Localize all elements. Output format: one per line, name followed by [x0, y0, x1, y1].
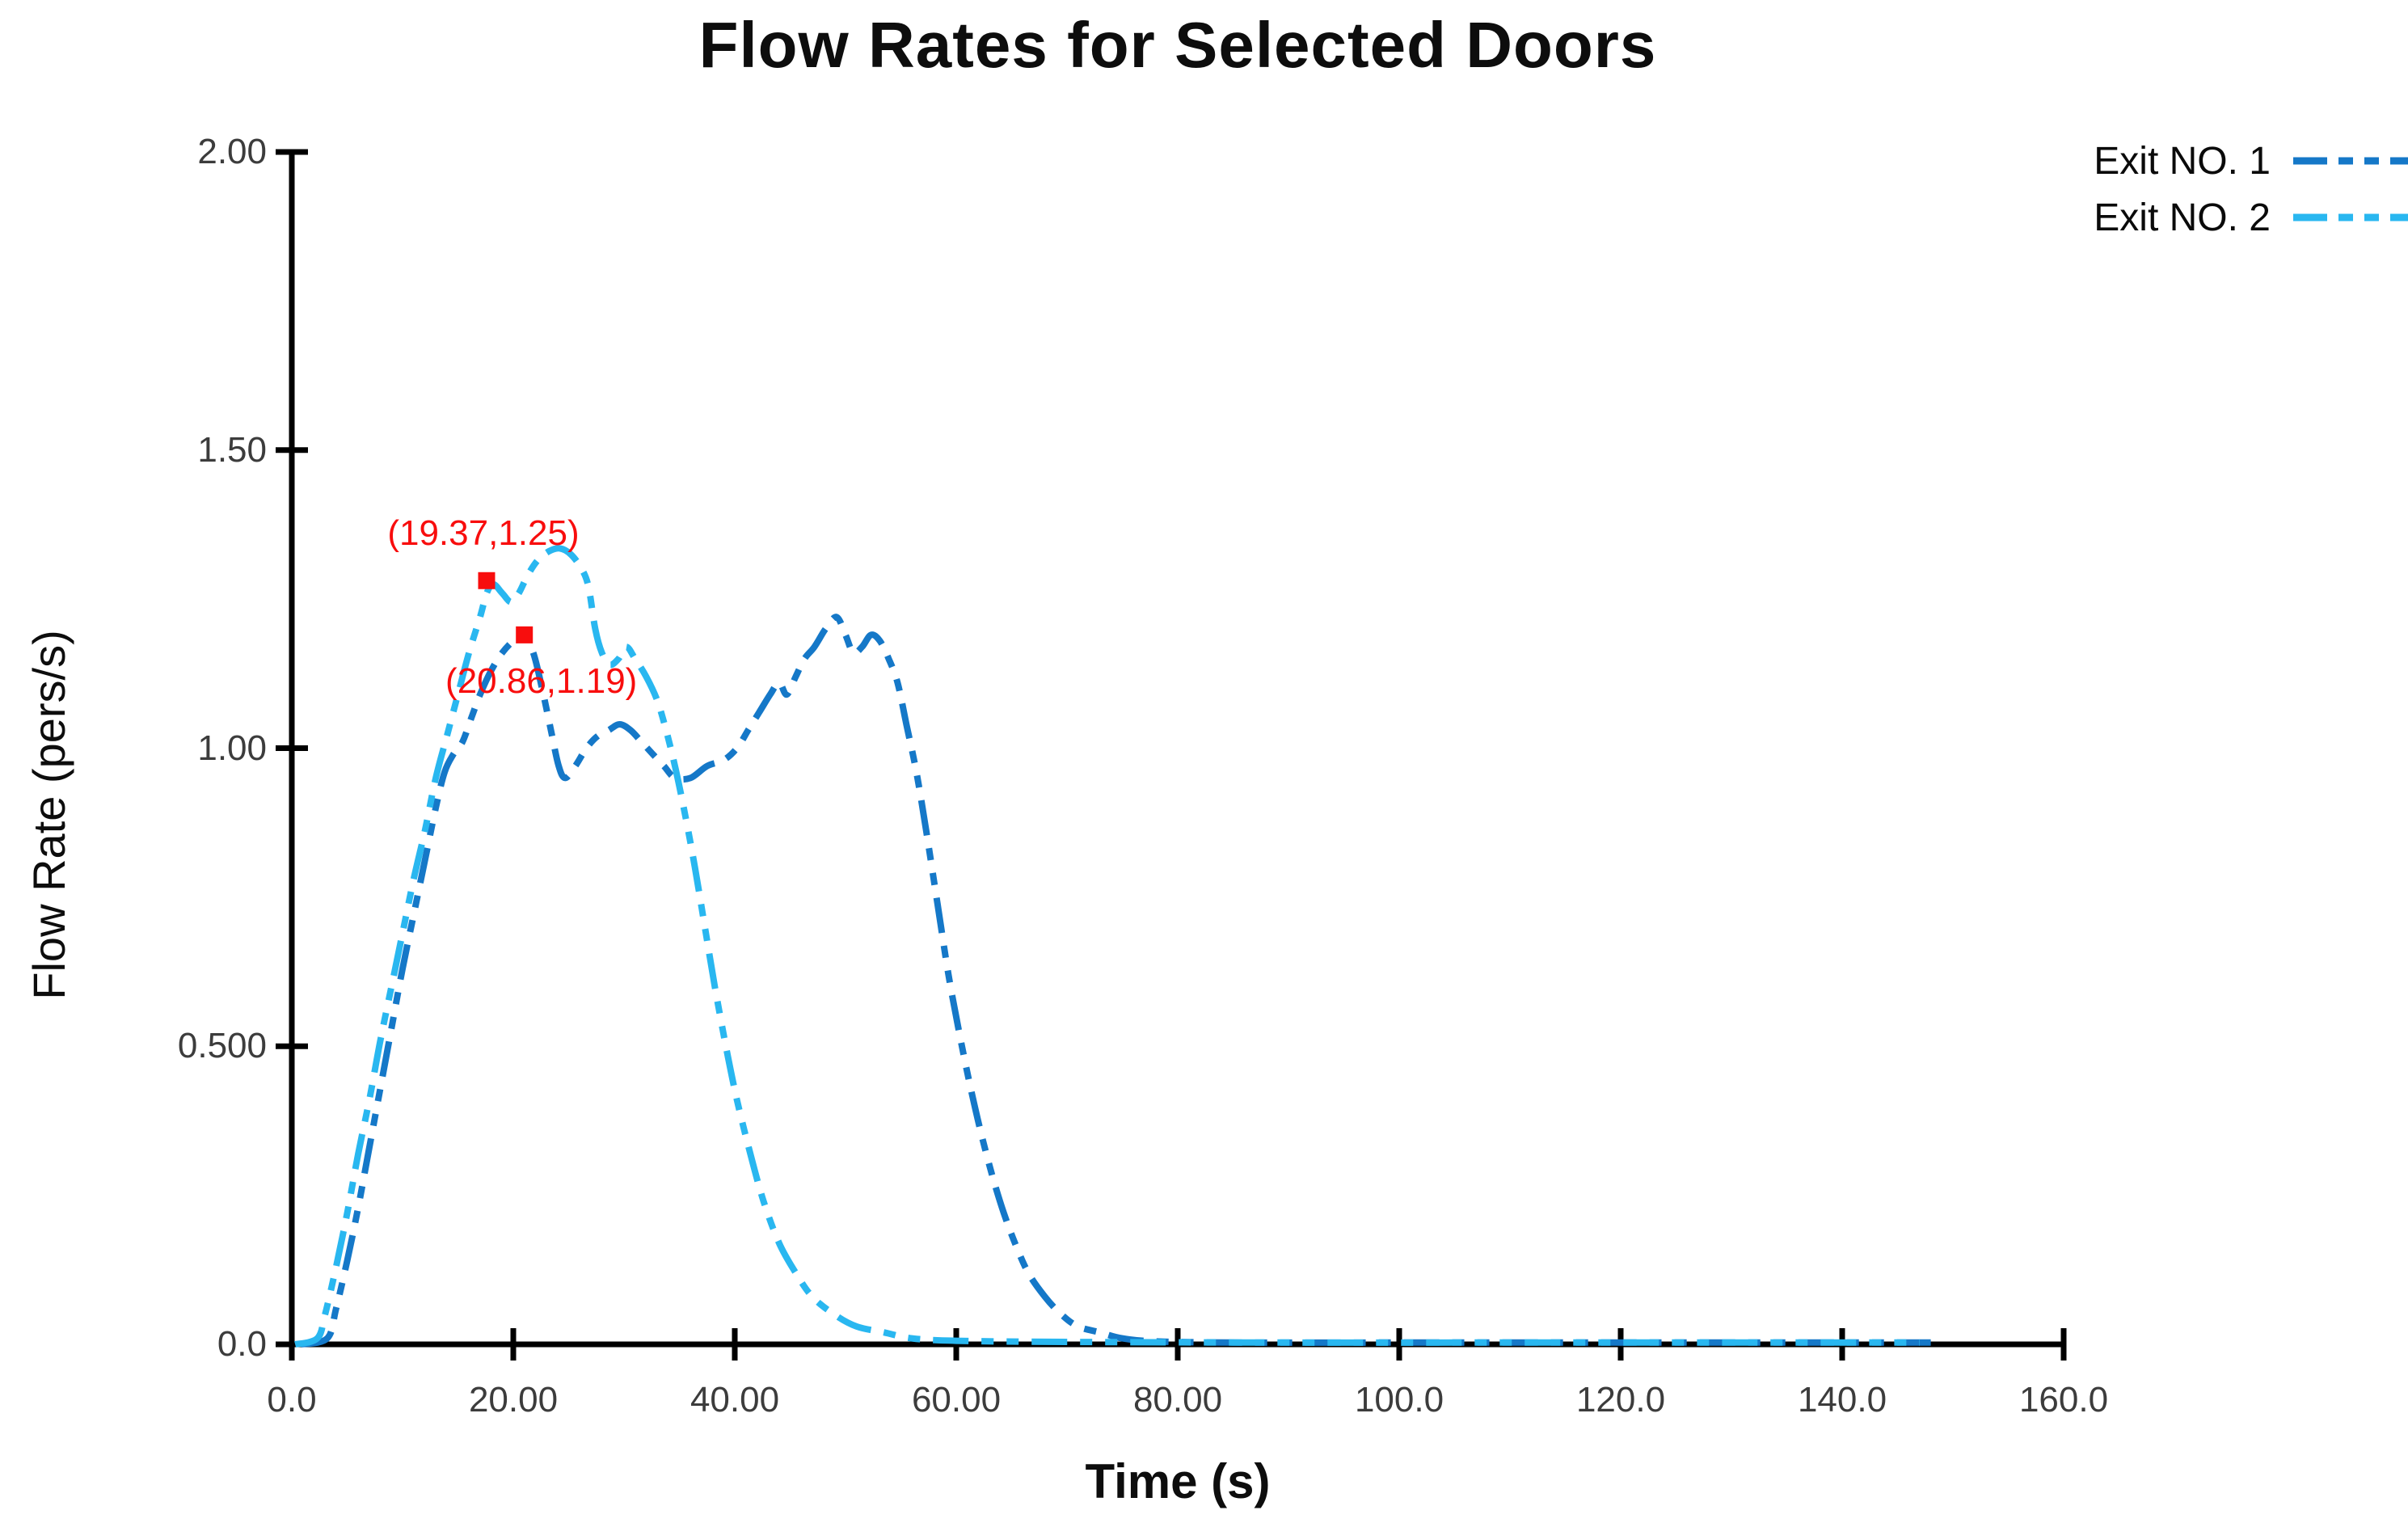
- annotation-label: (20.86,1.19): [445, 661, 638, 702]
- legend-line-icon: [2293, 213, 2408, 221]
- legend: Exit NO. 1 Exit NO. 2: [2094, 133, 2408, 246]
- x-tick-label: 160.0: [2018, 1380, 2109, 1420]
- series-line-exit-no-2: [294, 545, 1920, 1348]
- series-line-exit-no-1: [300, 614, 1931, 1348]
- annotation-marker-1: [478, 572, 496, 589]
- x-tick-label: 0.0: [267, 1380, 317, 1420]
- x-tick-label: 100.0: [1354, 1380, 1444, 1420]
- legend-line-icon: [2293, 157, 2408, 165]
- y-tick-label: 1.00: [197, 728, 267, 768]
- legend-label: Exit NO. 1: [2094, 139, 2271, 183]
- y-tick-label: 0.0: [217, 1324, 267, 1364]
- legend-item-exit-no-2: Exit NO. 2: [2094, 189, 2408, 246]
- x-axis-title: Time (s): [1085, 1454, 1271, 1508]
- x-tick-label: 140.0: [1797, 1380, 1887, 1420]
- x-tick-label: 120.0: [1575, 1380, 1666, 1420]
- annotation-marker-2: [516, 626, 533, 643]
- y-tick-label: 0.500: [177, 1026, 267, 1066]
- x-tick-label: 20.00: [468, 1380, 559, 1420]
- y-tick-label: 2.00: [197, 132, 267, 171]
- x-tick-label: 80.00: [1132, 1380, 1223, 1420]
- chart-title: Flow Rates for Selected Doors: [698, 9, 1657, 81]
- y-tick-label: 1.50: [197, 429, 267, 470]
- x-tick-label: 60.00: [911, 1380, 1002, 1420]
- legend-label: Exit NO. 2: [2094, 196, 2271, 239]
- annotation-label: (19.37,1.25): [387, 513, 580, 554]
- legend-item-exit-no-1: Exit NO. 1: [2094, 133, 2408, 189]
- x-tick-label: 40.00: [690, 1380, 780, 1420]
